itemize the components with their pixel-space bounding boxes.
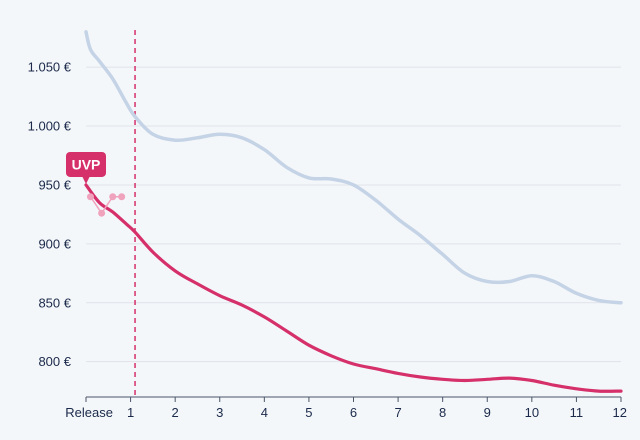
series-3-point <box>109 193 117 201</box>
x-tick-label: 8 <box>439 405 446 420</box>
x-tick-label: 9 <box>484 405 491 420</box>
series-3-point <box>98 209 106 217</box>
y-axis-ticks: 800 € 850 € 900 € 950 € 1.000 € 1.050 € <box>28 60 72 370</box>
x-tick-label: Release <box>65 405 113 420</box>
grid <box>86 66 621 363</box>
x-axis-ticks: Release 1 2 3 4 5 6 7 8 9 10 11 12 <box>65 397 627 420</box>
x-tick-label: 1 <box>127 405 134 420</box>
x-tick-label: 3 <box>216 405 223 420</box>
x-tick-label: 10 <box>525 405 539 420</box>
x-tick-label: 4 <box>261 405 268 420</box>
uvp-annotation: UVP <box>66 151 106 184</box>
y-tick-label: 1.050 € <box>28 60 72 75</box>
y-tick-label: 900 € <box>38 236 71 251</box>
x-tick-label: 2 <box>172 405 179 420</box>
series-3-point <box>118 193 126 201</box>
y-tick-label: 800 € <box>38 354 71 369</box>
series-3-point <box>86 193 94 201</box>
uvp-badge-pointer <box>82 175 90 184</box>
series-2-line <box>84 183 623 393</box>
y-tick-label: 1.000 € <box>28 119 72 134</box>
y-tick-label: 950 € <box>38 177 71 192</box>
uvp-badge-label: UVP <box>72 156 101 172</box>
x-tick-label: 6 <box>350 405 357 420</box>
series-1-line <box>84 30 623 305</box>
x-tick-label: 5 <box>305 405 312 420</box>
series <box>84 30 623 393</box>
uvp-badge <box>66 151 106 177</box>
x-tick-label: 7 <box>394 405 401 420</box>
x-tick-label: 12 <box>613 405 627 420</box>
x-tick-label: 11 <box>570 405 584 420</box>
y-tick-label: 850 € <box>38 295 71 310</box>
series-3-line <box>89 195 122 215</box>
